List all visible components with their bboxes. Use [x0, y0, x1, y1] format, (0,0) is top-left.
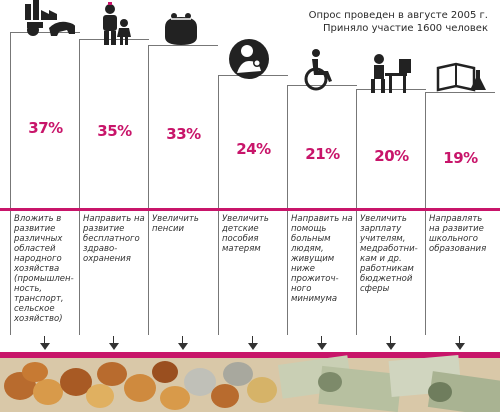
survey-column: 24% Увеличить детские пособия матерям	[218, 39, 288, 335]
percentage-label: 35%	[97, 122, 132, 140]
coins-and-banknotes-strip	[0, 352, 500, 412]
category-description: Увеличить детские пособия матерям	[222, 214, 269, 254]
survey-column: 21% Направить на помощь больным людям, жи…	[287, 49, 357, 335]
percentage-label: 19%	[443, 149, 478, 167]
survey-column: 19% Направлять на развитие школьного обра…	[425, 62, 495, 335]
book-flask-icon	[436, 62, 486, 92]
survey-column: 37% Вложить в развитие различных областей…	[10, 0, 80, 335]
coins-pile	[4, 361, 277, 410]
survey-column: 20% Увеличить зарплату учителям, медработ…	[356, 54, 426, 335]
doctor-child-icon	[103, 2, 131, 45]
arrow-line	[459, 336, 460, 344]
category-description: Вложить в развитие различных областей на…	[14, 214, 74, 324]
coin-purse-icon	[165, 13, 197, 45]
column-frame	[426, 92, 495, 335]
percentage-label: 24%	[236, 140, 271, 158]
teacher-desk-icon	[371, 54, 411, 93]
percentage-label: 33%	[166, 125, 201, 143]
arrow-down-icon	[455, 343, 465, 350]
wheelchair-icon	[304, 49, 332, 91]
arrow-line	[182, 336, 183, 344]
arrow-line	[321, 336, 322, 344]
percentage-label: 37%	[28, 119, 63, 137]
arrow-down-icon	[248, 343, 258, 350]
arrow-line	[113, 336, 114, 344]
percentage-label: 21%	[305, 145, 340, 163]
survey-note: Опрос проведен в августе 2005 г. Приняло…	[288, 9, 488, 35]
survey-column: 35% Направить на развитие бесплатного здр…	[79, 2, 149, 335]
column-frame	[80, 39, 149, 335]
arrow-down-icon	[109, 343, 119, 350]
column-frame	[357, 89, 426, 335]
survey-date-text: Опрос проведен в августе 2005 г.	[308, 10, 488, 21]
arrow-down-icon	[178, 343, 188, 350]
column-frame	[219, 75, 288, 335]
arrow-down-icon	[40, 343, 50, 350]
category-description: Направлять на развитие школьного образов…	[429, 214, 487, 254]
factory-tractor-cow-icon	[25, 0, 75, 36]
category-description: Направить на развитие бесплатного здраво…	[83, 214, 145, 264]
percentage-label: 20%	[374, 147, 409, 165]
survey-column: 33% Увеличить пенсии	[148, 13, 218, 335]
category-description: Направить на помощь больным людям, живущ…	[291, 214, 353, 304]
column-frame	[149, 45, 218, 335]
arrow-line	[390, 336, 391, 344]
survey-participants-text: Приняло участие 1600 человек	[323, 23, 488, 34]
mother-baby-icon	[229, 39, 269, 79]
arrow-down-icon	[317, 343, 327, 350]
column-frame	[11, 32, 80, 335]
category-description: Увеличить зарплату учителям, медработни-…	[360, 214, 418, 294]
arrow-line	[252, 336, 253, 344]
banknotes-pile	[277, 355, 500, 412]
category-description: Увеличить пенсии	[152, 214, 199, 234]
arrow-down-icon	[386, 343, 396, 350]
accent-band	[0, 208, 500, 211]
arrow-line	[44, 336, 45, 344]
